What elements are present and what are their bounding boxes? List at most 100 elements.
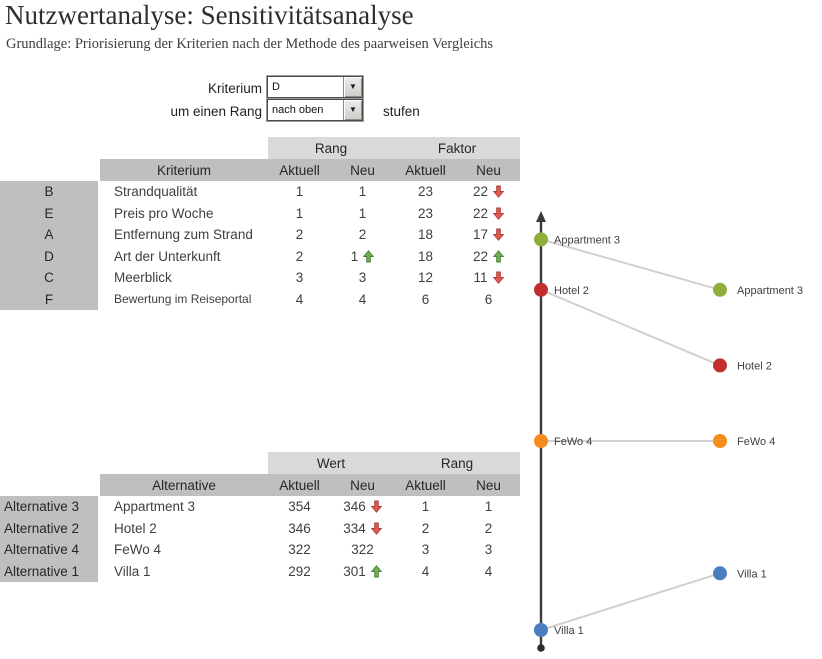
criteria-row: D Art der Unterkunft 2 1 18 22 [0,245,520,268]
rang-aktuell-text: 4 [421,563,430,579]
faktor-aktuell: 23 [394,181,457,203]
axis-arrow-up-icon [536,211,546,222]
faktor-neu-text: 22 [472,184,489,200]
group-header-rang: Rang [440,455,474,471]
down-arrow-icon [493,185,505,199]
wert-neu: 346 [331,496,394,518]
criterion-key: E [0,202,98,224]
rang-aktuell: 2 [268,246,331,268]
faktor-aktuell-text: 18 [417,248,434,264]
criterion-key: F [0,288,98,310]
rang-neu-text: 2 [484,520,493,536]
page-subtitle: Grundlage: Priorisierung der Kriterien n… [6,36,494,52]
chart-label-aktuell: FeWo 4 [554,436,592,448]
chart-label-neu: FeWo 4 [737,436,775,448]
chart-label-aktuell: Hotel 2 [554,285,589,297]
page-title: Nutzwertanalyse: Sensitivitätsanalyse [5,0,414,30]
rang-aktuell: 1 [268,203,331,225]
wert-neu: 301 [331,561,394,583]
criteria-row: B Strandqualität 1 1 23 22 [0,181,520,203]
faktor-aktuell-text: 6 [421,291,430,307]
slope-line [540,572,721,631]
criteria-row: C Meerblick 3 3 12 11 [0,267,520,289]
rang-neu-text: 1 [484,499,493,515]
wert-aktuell: 346 [268,518,331,540]
rang-aktuell-text: 1 [421,499,430,515]
alternative-key-text: Alternative 3 [4,499,80,515]
slope-line [540,288,721,367]
chart-label-aktuell: Villa 1 [554,625,584,637]
wert-neu-text: 322 [351,542,374,558]
criteria-row: F Bewertung im Reiseportal 4 4 6 6 [0,288,520,311]
criteria-rows: B Strandqualität 1 1 23 22 E Preis pro Woche 1 1 2… [0,181,520,310]
chart-label-neu: Villa 1 [737,568,767,580]
chart-point-neu [713,282,727,297]
criterion-name: Preis pro Woche [103,203,268,225]
faktor-neu: 17 [457,224,520,246]
chart-point-aktuell [534,232,548,247]
rang-neu: 3 [457,539,520,561]
up-arrow-icon [363,249,375,263]
alternative-key-text: Alternative 2 [4,520,80,536]
down-arrow-icon [492,271,504,285]
chevron-down-icon[interactable]: ▼ [343,100,362,120]
criterion-name: Strandqualität [103,181,268,203]
rang-neu: 1 [331,246,394,268]
rang-aktuell-text: 2 [421,520,430,536]
alternatives-column-header: Alternative Aktuell Neu Aktuell Neu [100,474,520,496]
rang-neu: 3 [331,267,394,289]
rang-neu-text: 4 [358,291,367,307]
group-header-rang: Rang [314,140,348,156]
col-faktor-neu: Neu [476,162,501,178]
wert-aktuell: 292 [268,561,331,583]
wert-neu: 334 [331,518,394,540]
criterion-name-text: Art der Unterkunft [114,248,221,264]
faktor-neu-text: 17 [472,227,489,243]
rank-direction-dropdown[interactable]: nach oben ▼ [266,98,364,122]
alternative-name-text: Villa 1 [114,563,151,579]
wert-neu-text: 301 [343,563,366,579]
chart-label-neu: Hotel 2 [737,360,772,372]
rang-neu-text: 3 [484,542,493,558]
col-kriterium: Kriterium [156,162,211,178]
alternative-name: FeWo 4 [103,539,268,561]
col-alternative: Alternative [152,477,216,493]
group-header-faktor: Faktor [437,140,477,156]
down-arrow-icon [370,522,382,535]
faktor-neu-text: 22 [472,248,489,264]
wert-aktuell: 322 [268,539,331,561]
wert-neu-text: 334 [343,520,366,536]
rang-aktuell-text: 2 [295,248,304,264]
rang-aktuell-text: 3 [421,542,430,558]
stufen-label: stufen [383,104,420,119]
criterion-key-text: C [44,270,54,286]
rang-neu: 2 [331,224,394,246]
faktor-aktuell-text: 18 [417,227,434,243]
chart-point-neu [713,358,727,373]
rang-neu: 4 [331,289,394,311]
rang-neu: 2 [457,518,520,540]
alternative-row: Alternative 4 FeWo 4 322 322 3 3 [0,539,520,561]
rang-aktuell: 2 [268,224,331,246]
criterion-key-text: A [44,227,54,243]
faktor-neu: 22 [457,181,520,203]
criterion-name-text: Strandqualität [114,184,198,200]
alternative-key-text: Alternative 1 [4,563,80,579]
criterion-key: A [0,224,98,246]
up-arrow-icon [370,564,382,578]
alternative-row: Alternative 2 Hotel 2 346 334 2 2 [0,517,520,540]
criterion-dropdown[interactable]: D ▼ [266,75,364,99]
rang-aktuell: 2 [394,518,457,540]
criteria-column-header: Kriterium Aktuell Neu Aktuell Neu [100,159,520,181]
faktor-neu: 22 [457,203,520,225]
rang-neu-text: 1 [350,248,359,264]
group-header-wert: Wert [316,455,346,471]
col-wert-neu: Neu [350,477,375,493]
criterion-dropdown-value: D [272,81,280,93]
chart-label-aktuell: Appartment 3 [554,234,620,246]
criterion-name: Entfernung zum Strand [103,224,268,246]
faktor-neu: 11 [457,267,520,289]
down-arrow-icon [370,500,382,514]
chevron-down-icon[interactable]: ▼ [343,77,362,97]
